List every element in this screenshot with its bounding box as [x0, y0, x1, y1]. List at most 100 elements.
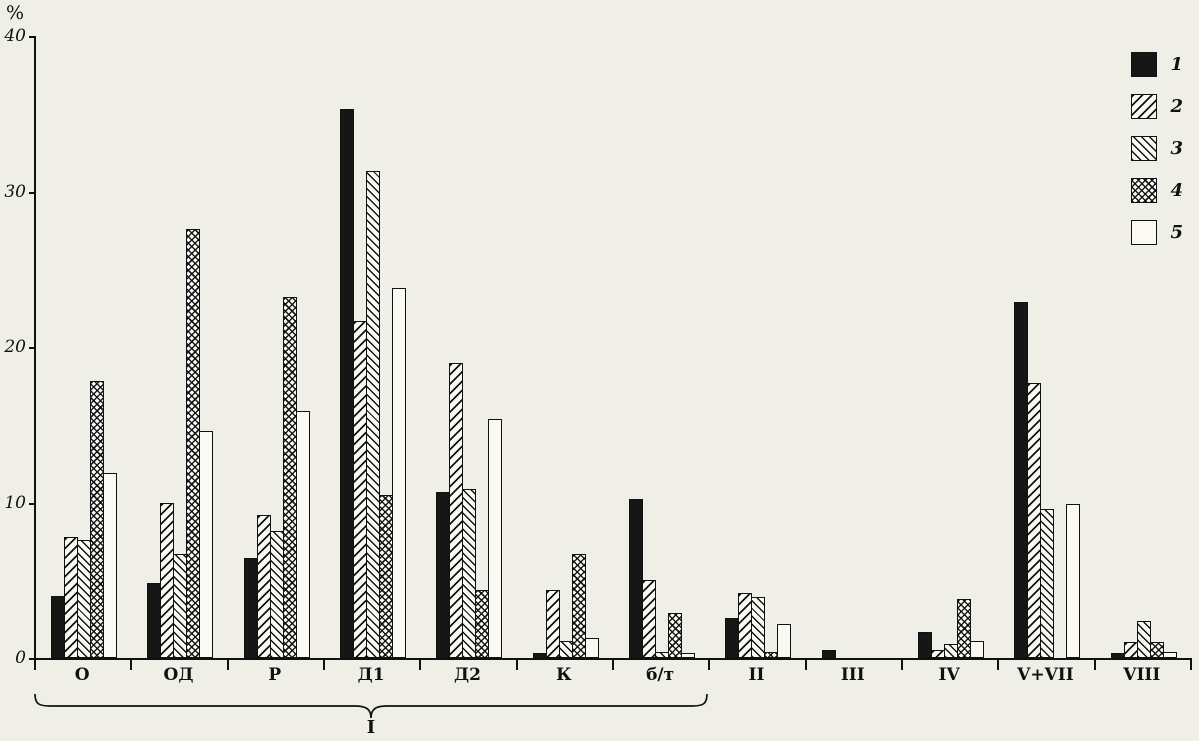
x-boundary-tick	[1190, 660, 1192, 670]
legend-item: 1	[1131, 52, 1183, 77]
x-category-label: б/т	[646, 665, 675, 685]
legend-swatch-1	[1131, 52, 1158, 77]
bar-series-1	[1110, 653, 1125, 658]
bar-series-2	[1123, 642, 1138, 658]
legend-item: 2	[1131, 94, 1183, 119]
y-tick-mark	[29, 191, 36, 194]
legend-item: 3	[1131, 136, 1183, 161]
plot-area	[34, 36, 1192, 660]
bar-series-4	[571, 553, 586, 658]
x-boundary-tick	[997, 660, 1000, 670]
bar-series-1	[918, 631, 933, 658]
y-tick-mark	[29, 347, 36, 349]
x-boundary-tick	[1093, 660, 1096, 670]
bar-series-1	[821, 650, 836, 658]
x-boundary-tick	[419, 660, 422, 670]
bar-series-3	[655, 651, 670, 658]
bar-series-2	[642, 580, 657, 658]
x-boundary-tick	[708, 660, 711, 670]
bar-series-3	[173, 553, 188, 658]
bar-series-4	[668, 612, 683, 658]
bar-series-3	[1040, 508, 1055, 658]
bar-series-4	[282, 297, 297, 658]
legend-item: 5	[1131, 220, 1183, 245]
bar-series-4	[764, 651, 779, 658]
y-tick-mark	[29, 658, 36, 660]
bar-series-2	[256, 514, 271, 658]
bar-series-1	[725, 617, 740, 658]
y-tick-label: 40	[4, 26, 26, 46]
bar-series-1	[51, 595, 66, 658]
x-category-label: III	[840, 665, 865, 685]
bar-series-1	[147, 583, 162, 658]
bar-series-3	[77, 539, 92, 658]
x-category-label: Д2	[454, 665, 481, 685]
bar-series-1	[436, 491, 451, 658]
x-boundary-tick	[515, 660, 518, 670]
bar-series-3	[269, 530, 284, 658]
bar-group	[36, 36, 132, 658]
bar-series-2	[160, 502, 175, 658]
legend-label: 1	[1170, 54, 1183, 75]
bar-group	[132, 36, 228, 658]
bar-series-3	[462, 488, 477, 658]
x-boundary-tick	[34, 660, 36, 670]
bar-series-3	[366, 171, 381, 658]
bar-group	[903, 36, 999, 658]
legend-label: 5	[1170, 222, 1183, 243]
legend-item: 4	[1131, 178, 1183, 203]
bar-series-5	[392, 287, 407, 658]
x-category-label: IV	[938, 665, 960, 685]
x-boundary-tick	[323, 660, 325, 670]
bar-series-5	[488, 418, 503, 658]
x-category-label: V+VII	[1017, 665, 1074, 685]
bar-group	[614, 36, 710, 658]
bar-series-2	[545, 589, 560, 658]
bar-series-5	[103, 472, 118, 658]
bar-series-5	[777, 623, 792, 658]
x-category-label: О	[74, 665, 90, 685]
bar-series-2	[931, 650, 946, 658]
bar-series-1	[340, 109, 355, 658]
bar-series-3	[558, 640, 573, 658]
legend-swatch-2	[1131, 94, 1158, 119]
bar-series-2	[449, 362, 464, 658]
bar-series-1	[1014, 301, 1029, 658]
x-boundary-tick	[612, 660, 614, 670]
x-boundary-tick	[130, 660, 133, 670]
bar-group	[325, 36, 421, 658]
bar-series-5	[1066, 504, 1081, 658]
bar-group	[807, 36, 903, 658]
x-boundary-tick	[804, 660, 807, 670]
bar-series-4	[90, 381, 105, 658]
group-bracket-label: I	[366, 717, 376, 738]
bar-series-5	[199, 430, 214, 658]
x-category-label: К	[556, 665, 572, 685]
bar-series-1	[629, 499, 644, 658]
bar-series-2	[64, 536, 79, 658]
bar-series-2	[738, 592, 753, 658]
x-category-label: Д1	[357, 665, 385, 685]
legend: 1 2 3 4 5	[1131, 52, 1183, 245]
bar-series-2	[1027, 382, 1042, 658]
y-tick-mark	[29, 36, 36, 38]
legend-label: 4	[1170, 180, 1183, 201]
bar-series-4	[1149, 642, 1164, 658]
y-tick-label: 30	[4, 181, 26, 202]
y-axis-unit-label: %	[6, 2, 25, 24]
bar-group	[999, 36, 1095, 658]
bar-group	[1096, 36, 1192, 658]
bar-series-5	[1162, 651, 1177, 658]
bar-series-4	[186, 228, 201, 658]
bar-group	[710, 36, 806, 658]
bar-group	[518, 36, 614, 658]
bar-group	[421, 36, 517, 658]
x-category-label: Р	[268, 665, 282, 685]
y-tick-mark	[29, 502, 36, 505]
legend-swatch-4	[1131, 178, 1158, 203]
bar-series-4	[379, 494, 394, 658]
bar-series-5	[681, 653, 696, 658]
bar-series-3	[944, 644, 959, 658]
